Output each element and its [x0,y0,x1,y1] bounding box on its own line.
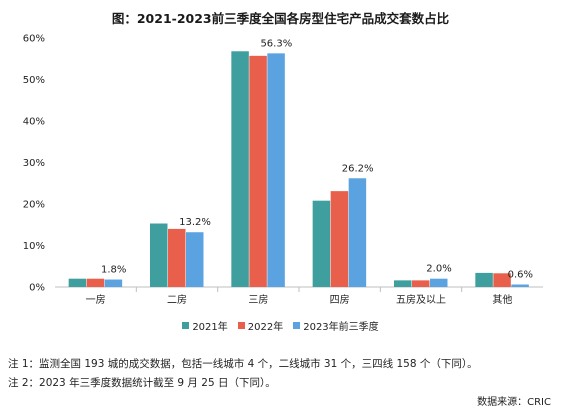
x-tick-label: 二房 [167,293,187,306]
legend-swatch [293,322,301,329]
x-tick-label: 三房 [248,293,268,306]
y-tick-label: 30% [23,158,45,169]
x-tick-label: 四房 [330,293,350,306]
bar-1-3 [231,51,249,287]
y-tick-label: 60% [23,34,45,45]
bar-1-4 [312,200,331,287]
bar-1-1 [68,278,87,287]
data-source: 数据来源：CRIC [477,397,551,408]
bar-2-2 [168,228,186,287]
bar-3-6 [511,284,529,287]
bar-3-2 [186,232,204,287]
data-label: 26.2% [342,163,374,174]
legend-swatch [237,322,245,329]
chart-title: 图：2021-2023前三季度全国各房型住宅产品成交套数占比 [111,11,450,26]
x-tick-label: 其他 [492,293,512,306]
bar-1-5 [394,280,412,287]
bar-1-2 [150,223,168,287]
y-tick-label: 10% [23,241,45,252]
legend-swatch [182,322,190,329]
bar-3-1 [104,279,123,287]
data-label: 56.3% [260,38,292,49]
bar-2-4 [330,191,349,287]
y-tick-label: 40% [23,117,45,128]
footnote-2: 注 2：2023 年三季度数据统计截至 9 月 25 日（下同）。 [8,377,276,389]
data-label: 2.0% [426,264,451,275]
bar-3-3 [267,53,285,288]
x-tick-label: 一房 [86,293,106,306]
bar-2-1 [86,278,105,287]
bar-2-6 [493,273,511,287]
legend-item: 2021年 [182,318,228,333]
bar-1-6 [475,272,493,287]
legend-label: 2021年 [192,322,228,333]
y-tick-label: 0% [29,283,45,294]
data-label: 0.6% [508,270,533,281]
legend-label: 2023年前三季度 [303,322,379,333]
bar-2-5 [412,280,430,287]
chart-legend: 2021年 2022年 2023年前三季度 [0,318,561,333]
x-tick-label: 五房及以上 [396,293,446,306]
data-label: 1.8% [101,265,126,276]
bar-3-4 [348,178,367,287]
bar-3-5 [430,278,448,287]
y-tick-label: 20% [23,200,45,211]
bar-2-3 [249,55,267,287]
y-tick-label: 50% [23,75,45,86]
data-label: 13.2% [179,217,211,228]
legend-item: 2022年 [237,318,284,333]
legend-item: 2023年前三季度 [293,318,379,333]
legend-label: 2022年 [247,322,284,333]
footnote-1: 注 1：监测全国 193 城的成交数据，包括一线城市 4 个，二线城市 31 个… [8,358,478,370]
